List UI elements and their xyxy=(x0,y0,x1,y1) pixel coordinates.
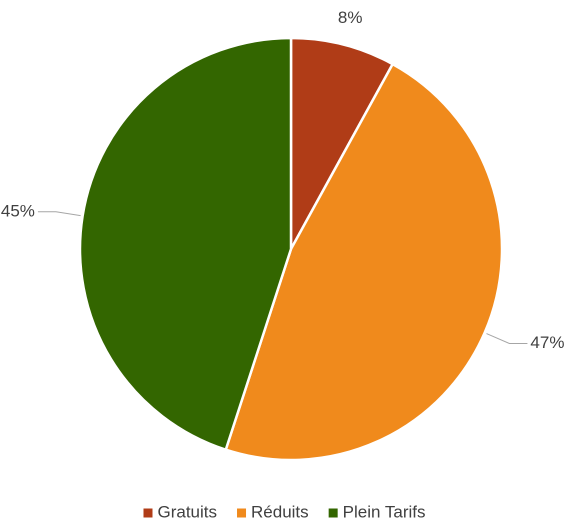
pie-slice xyxy=(224,62,504,462)
legend-label: Plein Tarifs xyxy=(343,502,426,521)
legend-label: Réduits xyxy=(251,502,309,521)
legend-swatch xyxy=(143,508,153,518)
pie-slice xyxy=(289,36,395,250)
legend-label: Gratuits xyxy=(157,502,217,521)
data-label: 47% xyxy=(530,333,564,352)
data-label: 8% xyxy=(338,8,363,27)
legend: Gratuits Réduits Plein Tarifs xyxy=(143,502,426,521)
leader-line xyxy=(37,211,81,217)
data-label: 45% xyxy=(1,201,35,220)
pie-slice xyxy=(78,36,293,452)
leader-line xyxy=(486,333,528,345)
legend-swatch xyxy=(328,508,338,518)
legend-swatch xyxy=(237,508,247,518)
